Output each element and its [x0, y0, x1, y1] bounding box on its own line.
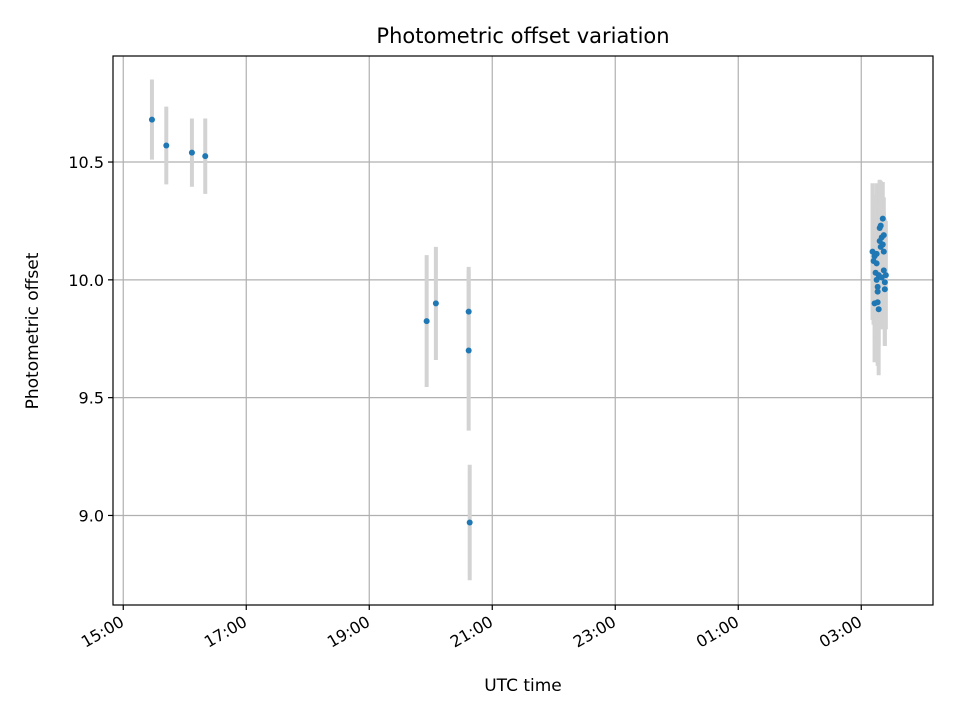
data-point — [202, 153, 209, 160]
data-point — [874, 299, 881, 306]
data-point — [874, 288, 881, 295]
grid-layer — [113, 56, 933, 605]
data-point — [188, 149, 195, 156]
data-point — [879, 215, 886, 222]
data-point — [877, 222, 884, 229]
y-tick-label: 9.0 — [79, 506, 104, 525]
chart-title: Photometric offset variation — [376, 24, 669, 48]
data-point — [875, 306, 882, 313]
data-point — [881, 279, 888, 286]
data-point — [879, 241, 886, 248]
data-point — [873, 250, 880, 257]
data-point — [873, 276, 880, 283]
x-axis-title: UTC time — [484, 676, 562, 696]
data-point — [880, 267, 887, 274]
data-point — [163, 142, 170, 149]
y-tick-label: 10.5 — [68, 153, 104, 172]
point-layer — [148, 116, 889, 526]
y-tick-label: 9.5 — [79, 389, 104, 408]
data-point — [432, 300, 439, 307]
data-point — [882, 272, 889, 279]
data-point — [880, 232, 887, 239]
data-point — [873, 260, 880, 267]
data-point — [423, 318, 430, 325]
plot-frame — [112, 55, 934, 606]
data-point — [874, 283, 881, 290]
y-tick-label: 10.0 — [68, 271, 104, 290]
y-axis-title: Photometric offset — [23, 252, 43, 409]
data-point — [465, 308, 472, 315]
data-point — [881, 286, 888, 293]
data-point — [148, 116, 155, 123]
data-point — [466, 519, 473, 526]
data-point — [880, 248, 887, 255]
data-point — [465, 347, 472, 354]
